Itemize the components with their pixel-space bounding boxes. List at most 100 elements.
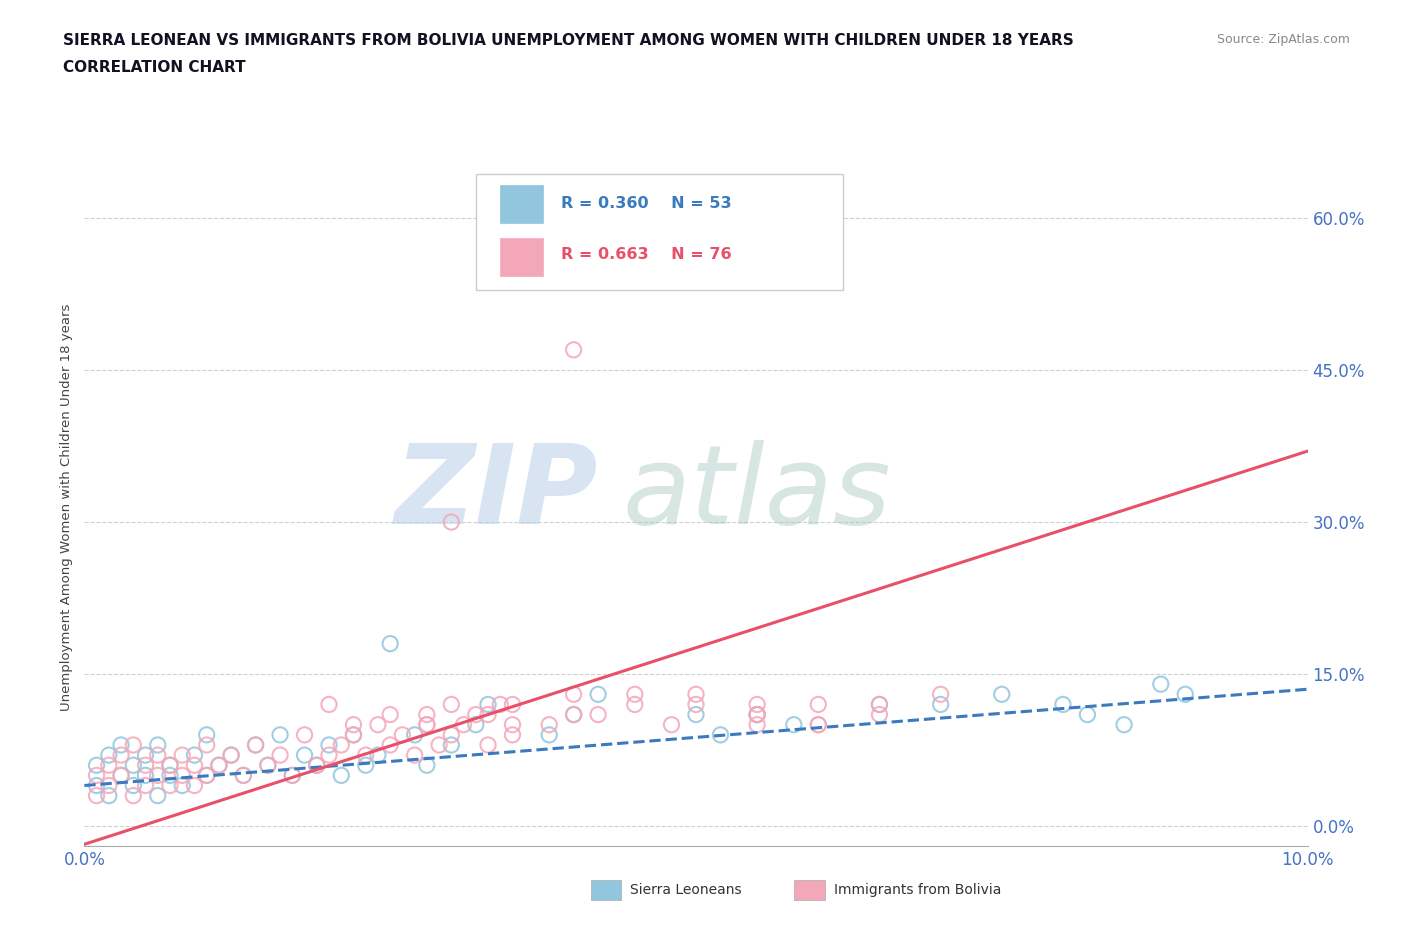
Point [146, 737, 169, 752]
Point [269, 748, 291, 763]
Point [562, 707, 585, 722]
Point [747, 707, 769, 722]
Point [380, 636, 402, 651]
Point [294, 748, 316, 763]
Point [380, 707, 402, 722]
Text: R = 0.663    N = 76: R = 0.663 N = 76 [561, 247, 733, 262]
Point [208, 758, 231, 773]
Point [416, 717, 439, 732]
Point [208, 758, 231, 773]
Point [807, 231, 830, 246]
Point [404, 727, 426, 742]
Point [538, 727, 561, 742]
Point [1174, 687, 1197, 702]
Point [685, 687, 707, 702]
Point [477, 697, 499, 711]
Point [122, 789, 145, 804]
Point [391, 727, 413, 742]
Point [685, 697, 707, 711]
Point [269, 727, 291, 742]
Point [783, 717, 806, 732]
Point [367, 748, 389, 763]
Point [97, 748, 120, 763]
Point [991, 687, 1014, 702]
Point [110, 768, 132, 783]
Point [416, 707, 439, 722]
Point [586, 707, 609, 722]
Point [624, 697, 647, 711]
Point [219, 748, 242, 763]
Point [440, 737, 463, 752]
Point [110, 737, 132, 752]
Point [440, 727, 463, 742]
Point [86, 778, 108, 793]
Point [562, 707, 585, 722]
Point [624, 687, 647, 702]
Point [135, 778, 157, 793]
Point [1076, 707, 1098, 722]
Point [464, 707, 486, 722]
Point [122, 778, 145, 793]
Point [342, 727, 364, 742]
Point [159, 758, 181, 773]
Point [86, 789, 108, 804]
Point [1052, 697, 1074, 711]
Point [807, 697, 830, 711]
Text: Immigrants from Bolivia: Immigrants from Bolivia [834, 883, 1001, 897]
Point [135, 758, 157, 773]
Text: CORRELATION CHART: CORRELATION CHART [63, 60, 246, 75]
Point [502, 727, 524, 742]
Point [869, 707, 891, 722]
Point [97, 758, 120, 773]
Point [183, 758, 205, 773]
Point [464, 717, 486, 732]
Point [416, 758, 439, 773]
Point [281, 768, 304, 783]
Point [477, 737, 499, 752]
Point [747, 707, 769, 722]
Point [183, 778, 205, 793]
Point [477, 707, 499, 722]
Point [929, 697, 952, 711]
Y-axis label: Unemployment Among Women with Children Under 18 years: Unemployment Among Women with Children U… [60, 303, 73, 711]
Point [709, 727, 731, 742]
Point [257, 758, 280, 773]
Point [146, 768, 169, 783]
Point [195, 727, 218, 742]
Point [245, 737, 267, 752]
Point [869, 697, 891, 711]
Point [281, 768, 304, 783]
Point [318, 748, 340, 763]
Point [416, 717, 439, 732]
Point [110, 748, 132, 763]
Point [330, 737, 353, 752]
Point [318, 737, 340, 752]
Point [122, 737, 145, 752]
Point [135, 748, 157, 763]
Point [97, 789, 120, 804]
Point [195, 737, 218, 752]
Point [404, 748, 426, 763]
Point [232, 768, 254, 783]
Point [172, 768, 194, 783]
Point [562, 342, 585, 357]
Point [257, 758, 280, 773]
Point [195, 768, 218, 783]
Text: Sierra Leoneans: Sierra Leoneans [630, 883, 741, 897]
Point [380, 737, 402, 752]
Point [330, 768, 353, 783]
Bar [501, 238, 543, 276]
Text: R = 0.360    N = 53: R = 0.360 N = 53 [561, 195, 733, 210]
Point [586, 687, 609, 702]
Point [440, 697, 463, 711]
Point [245, 737, 267, 752]
Bar [501, 185, 543, 222]
Point [354, 748, 377, 763]
Point [172, 778, 194, 793]
Point [502, 697, 524, 711]
Point [159, 768, 181, 783]
Point [146, 789, 169, 804]
Text: ZIP: ZIP [395, 440, 598, 547]
Point [1114, 717, 1136, 732]
Point [1150, 677, 1173, 692]
